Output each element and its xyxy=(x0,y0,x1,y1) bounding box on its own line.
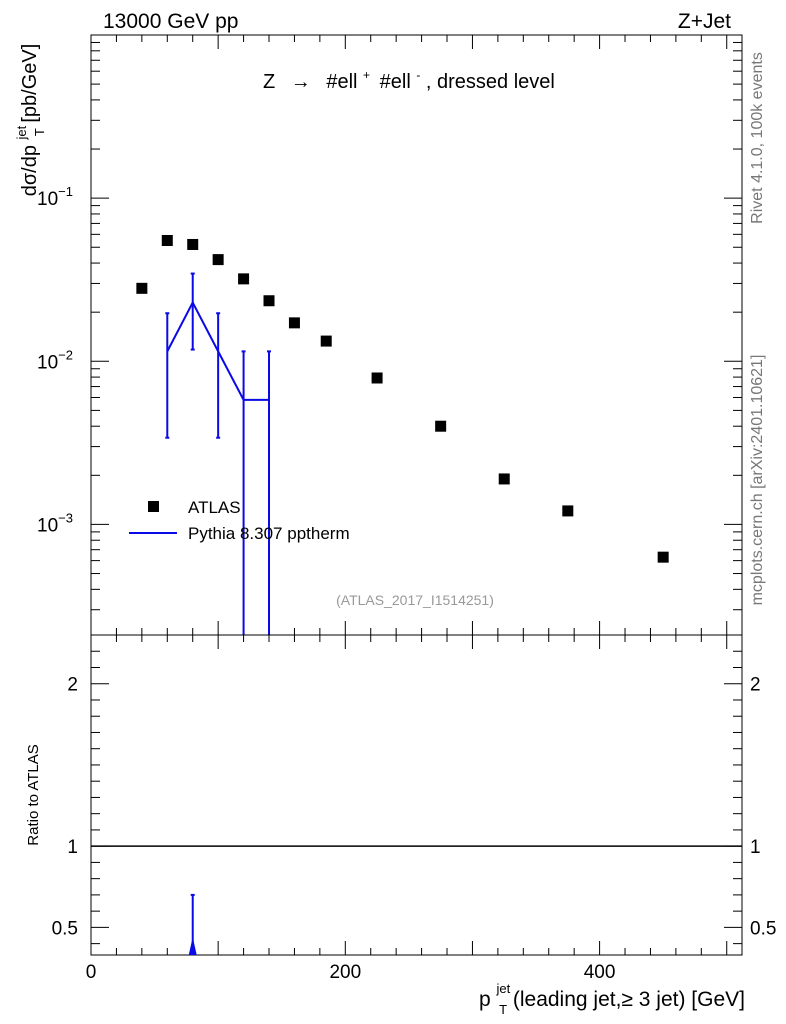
ratio-ticks: 0 200 400 0.5 0.5 1 1 2 2 xyxy=(52,635,776,983)
plot-title-suffix: , dressed level xyxy=(426,71,555,93)
atlas-data-point xyxy=(212,254,224,266)
legend-data-marker xyxy=(148,501,159,512)
atlas-data-point xyxy=(562,505,574,517)
header-left: 13000 GeV pp xyxy=(103,10,238,33)
atlas-data-point xyxy=(187,238,199,250)
main-y-tick-label-base: 10 xyxy=(37,352,58,373)
ratio-y-tick-label-right: 1 xyxy=(750,837,761,858)
x-axis-label-pre: p xyxy=(479,988,491,1011)
x-axis-label-sub: T xyxy=(499,1002,507,1017)
atlas-data-point xyxy=(320,335,332,347)
atlas-data-point xyxy=(238,273,250,285)
main-y-tick-label-exp: −3 xyxy=(58,510,73,525)
x-axis-label-sup: jet xyxy=(495,981,510,996)
y-axis-label-main: dσ/dp jet T [pb/GeV] xyxy=(9,44,49,197)
x-axis-label-post: (leading jet,≥ 3 jet) [GeV] xyxy=(513,988,745,1011)
plot-title-sup-plus: + xyxy=(363,68,370,82)
y-axis-label-main-post: [pb/GeV] xyxy=(19,44,41,123)
main-y-tick-label: 10−2 xyxy=(37,347,73,373)
ratio-y-tick-label-right: 0.5 xyxy=(750,918,776,939)
header-right: Z+Jet xyxy=(678,10,731,33)
atlas-data-point xyxy=(161,234,173,246)
ratio-y-tick-label: 2 xyxy=(67,675,78,696)
ratio-mc-point xyxy=(188,937,197,955)
plot-title-lhs: Z xyxy=(263,71,275,93)
ratio-data xyxy=(91,845,742,955)
main-y-tick-label: 10−1 xyxy=(37,184,73,210)
x-tick-label: 400 xyxy=(584,962,616,983)
main-panel-frame xyxy=(90,34,743,636)
plot-title-rhs: #ell xyxy=(326,71,357,93)
atlas-data-point xyxy=(288,317,300,329)
y-axis-label-main-sub: T xyxy=(32,128,47,136)
legend-data-label: ATLAS xyxy=(188,498,241,517)
ratio-y-tick-label: 0.5 xyxy=(52,918,78,939)
ratio-y-tick-label-right: 2 xyxy=(750,675,761,696)
y-axis-label-main-sup: jet xyxy=(14,125,29,140)
ratio-panel-frame xyxy=(90,634,743,956)
main-data xyxy=(136,234,669,635)
main-y-tick-label: 10−3 xyxy=(37,510,73,536)
atlas-data-point xyxy=(435,420,447,432)
legend: ATLAS Pythia 8.307 pptherm xyxy=(129,498,350,543)
legend-mc-label: Pythia 8.307 pptherm xyxy=(188,524,350,543)
x-axis-label: p jet T (leading jet,≥ 3 jet) [GeV] xyxy=(479,975,745,1019)
y-axis-label-ratio: Ratio to ATLAS xyxy=(25,744,42,845)
x-tick-label: 0 xyxy=(86,962,97,983)
plot-title-sup-minus: - xyxy=(416,68,420,82)
mc-series-line xyxy=(166,300,245,401)
atlas-data-point xyxy=(657,551,669,563)
atlas-data-point xyxy=(498,473,510,485)
plot-title-arrow: → xyxy=(291,71,311,93)
main-y-tick-label-exp: −1 xyxy=(58,184,73,199)
y-axis-label-main-pre: dσ/dp xyxy=(19,145,41,196)
atlas-data-point xyxy=(263,295,275,307)
mcplots-label: mcplots.cern.ch [arXiv:2401.10621] xyxy=(749,355,766,606)
atlas-data-point xyxy=(371,372,383,384)
analysis-id: (ATLAS_2017_I1514251) xyxy=(336,592,494,608)
ratio-y-tick-label: 1 xyxy=(67,837,78,858)
plot-title: Z → #ell + #ell - , dressed level xyxy=(263,62,555,93)
rivet-label: Rivet 4.1.0, 100k events xyxy=(749,52,766,224)
main-ticks: 10−110−210−3 xyxy=(37,34,742,635)
plot-title-rhs2: #ell xyxy=(380,71,411,93)
main-panel: 10−110−210−3 Z → #ell + #ell - , dressed… xyxy=(37,34,743,636)
ratio-panel: 0 200 400 0.5 0.5 1 1 2 2 xyxy=(52,634,776,983)
main-y-tick-label-exp: −2 xyxy=(58,347,73,362)
main-y-tick-label-base: 10 xyxy=(37,189,58,210)
x-tick-label: 200 xyxy=(329,962,361,983)
main-y-tick-label-base: 10 xyxy=(37,515,58,536)
atlas-data-point xyxy=(136,282,148,294)
